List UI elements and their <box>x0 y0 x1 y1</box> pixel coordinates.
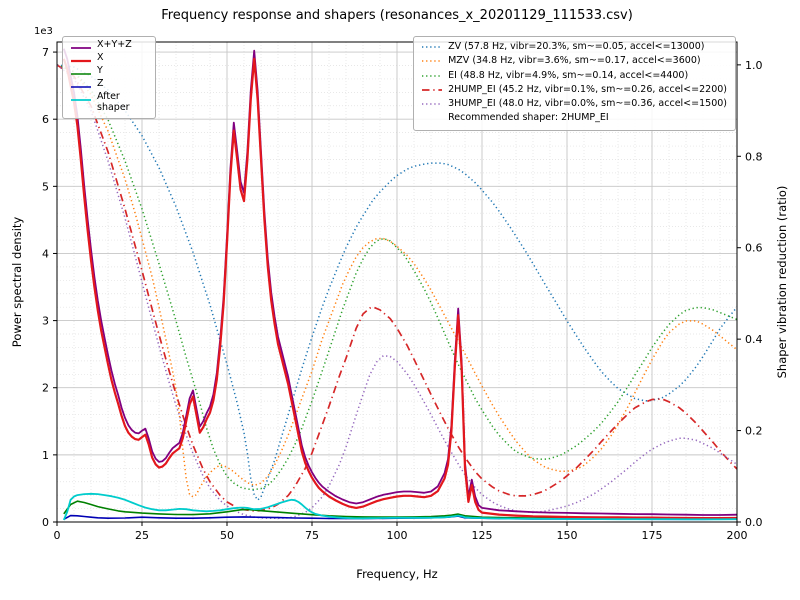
y-left-tick-label: 4 <box>42 247 49 260</box>
legend-line-sample <box>422 46 443 48</box>
y-left-tick-label: 6 <box>42 113 49 126</box>
y-right-tick-label: 0.2 <box>745 425 763 438</box>
y-right-tick-label: 1.0 <box>745 59 763 72</box>
y-left-tick-label: 1 <box>42 449 49 462</box>
x-tick-label: 200 <box>727 529 748 542</box>
legend-entry: X+Y+Z <box>70 39 147 53</box>
legend-label: 2HUMP_EI (45.2 Hz, vibr=0.1%, sm~=0.26, … <box>448 83 727 95</box>
legend-entry: After shaper <box>70 91 147 114</box>
legend-label: X <box>97 52 104 63</box>
x-tick-label: 25 <box>135 529 149 542</box>
series-ei <box>56 64 738 491</box>
legend-label: After shaper <box>97 91 130 113</box>
legend-line-sample <box>71 73 91 75</box>
series-group <box>56 48 738 521</box>
y-axis-label-right: Shaper vibration reduction (ratio) <box>775 185 789 379</box>
series-zv <box>56 64 738 501</box>
x-tick-label: 150 <box>557 529 578 542</box>
legend-label: MZV (34.8 Hz, vibr=3.6%, sm~=0.17, accel… <box>448 55 701 67</box>
legend-label: Y <box>97 65 103 76</box>
y-right-tick-label: 0.6 <box>745 242 763 255</box>
legend-label: X+Y+Z <box>97 39 132 50</box>
series-x <box>62 57 738 520</box>
legend-line-sample <box>71 47 91 49</box>
y-left-tick-label: 5 <box>42 180 49 193</box>
legend-line-sample <box>71 86 91 88</box>
y-axis-offset-label: 1e3 <box>34 26 53 37</box>
x-tick-label: 125 <box>472 529 493 542</box>
legend-entry: X <box>70 52 147 66</box>
y-right-tick-label: 0.8 <box>745 150 763 163</box>
legend-entry: ZV (57.8 Hz, vibr=20.3%, sm~=0.05, accel… <box>421 40 727 54</box>
series-mzv <box>56 64 738 498</box>
recommended-shaper-note: Recommended shaper: 2HUMP_EI <box>448 112 609 124</box>
y-right-tick-label: 0.0 <box>745 516 763 529</box>
legend-entry: 2HUMP_EI (45.2 Hz, vibr=0.1%, sm~=0.26, … <box>421 83 727 97</box>
y-axis-label-left: Power spectral density <box>10 216 24 348</box>
series-3hump-ei <box>56 64 738 520</box>
x-axis-label: Frequency, Hz <box>356 567 438 581</box>
shaper-legend: ZV (57.8 Hz, vibr=20.3%, sm~=0.05, accel… <box>413 36 736 131</box>
x-tick-label: 0 <box>54 529 61 542</box>
legend-line-sample <box>71 59 91 63</box>
legend-line-sample <box>422 103 443 105</box>
y-left-tick-label: 2 <box>42 382 49 395</box>
y-left-tick-label: 7 <box>42 46 49 59</box>
legend-label: EI (48.8 Hz, vibr=4.9%, sm~=0.14, accel<… <box>448 69 689 81</box>
x-tick-label: 75 <box>305 529 319 542</box>
legend-entry: 3HUMP_EI (48.0 Hz, vibr=0.0%, sm~=0.36, … <box>421 97 727 111</box>
chart-title: Frequency response and shapers (resonanc… <box>161 8 633 23</box>
legend-entry: Y <box>70 65 147 79</box>
axis-ticks: 0 25 50 75 100 125 150 175 200 0 1 2 3 4 5 6 7 0.0 0.2 0.4 0… <box>42 46 763 542</box>
psd-legend: X+Y+Z X Y Z After shaper <box>62 36 156 119</box>
x-tick-label: 50 <box>220 529 234 542</box>
legend-line-sample <box>422 89 443 91</box>
legend-label: Z <box>97 78 104 89</box>
legend-label: 3HUMP_EI (48.0 Hz, vibr=0.0%, sm~=0.36, … <box>448 98 727 109</box>
legend-line-sample <box>71 99 91 101</box>
x-tick-label: 175 <box>642 529 663 542</box>
legend-line-sample <box>422 60 443 63</box>
series-after-shaper <box>62 492 738 521</box>
series-2hump-ei <box>56 64 738 512</box>
legend-label: ZV (57.8 Hz, vibr=20.3%, sm~=0.05, accel… <box>448 41 705 52</box>
legend-entry: Z <box>70 78 147 92</box>
y-left-tick-label: 3 <box>42 315 49 328</box>
legend-line-sample <box>422 74 443 77</box>
y-left-tick-label: 0 <box>42 516 49 529</box>
legend-entry: MZV (34.8 Hz, vibr=3.6%, sm~=0.17, accel… <box>421 54 727 68</box>
x-tick-label: 100 <box>387 529 408 542</box>
legend-entry: EI (48.8 Hz, vibr=4.9%, sm~=0.14, accel<… <box>421 69 727 83</box>
y-right-tick-label: 0.4 <box>745 333 763 346</box>
